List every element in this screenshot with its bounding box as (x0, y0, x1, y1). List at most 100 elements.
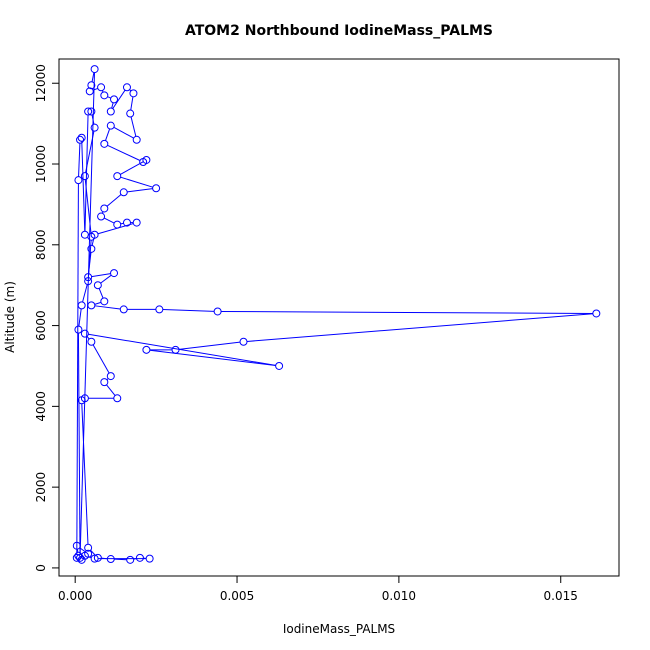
series-segment (127, 188, 153, 193)
data-point (119, 188, 128, 197)
series-segment (77, 333, 81, 555)
y-tick-label: 8000 (34, 230, 48, 261)
series-segment (100, 274, 112, 284)
data-point (87, 337, 96, 346)
x-tick-label: 0.015 (544, 589, 578, 603)
chart-title: ATOM2 Northbound IodineMass_PALMS (185, 23, 493, 39)
data-point (275, 361, 284, 370)
series-segment (91, 72, 95, 82)
series-segment (88, 252, 92, 274)
series-segment (112, 89, 126, 109)
data-point (90, 230, 99, 239)
data-point (142, 345, 151, 354)
series-segment (97, 223, 134, 235)
data-point (84, 273, 93, 282)
data-point (106, 107, 115, 116)
data-point (213, 307, 222, 316)
data-point (132, 135, 141, 144)
y-tick-label: 2000 (34, 472, 48, 503)
data-point (155, 305, 164, 314)
series-segment (113, 126, 134, 139)
series-segment (94, 301, 102, 305)
series-segment (78, 308, 82, 327)
data-point (119, 305, 128, 314)
data-point (100, 139, 109, 148)
series-segment (98, 288, 104, 299)
series-lines (76, 72, 593, 561)
series-segment (120, 161, 144, 175)
data-point (76, 553, 85, 562)
data-point (87, 107, 96, 116)
data-point (142, 155, 151, 164)
data-point (106, 121, 115, 130)
y-tick-label: 4000 (34, 391, 48, 422)
data-point (72, 541, 81, 550)
series-segment (78, 143, 81, 177)
series-segment (114, 558, 127, 561)
data-point (72, 553, 81, 562)
data-point (90, 554, 99, 563)
series-segment (221, 310, 593, 314)
series-segment (111, 102, 114, 109)
data-point (77, 396, 86, 405)
y-axis-label: Altitude (m) (3, 281, 17, 353)
data-point (93, 281, 102, 290)
data-point (129, 89, 138, 98)
data-point (80, 329, 89, 338)
data-point (97, 83, 106, 92)
data-point (87, 301, 96, 310)
data-point (100, 297, 109, 306)
series-segment (94, 305, 121, 310)
data-point (145, 554, 154, 563)
series-segment (130, 116, 137, 137)
series-segment (106, 384, 116, 396)
series-segment (120, 176, 153, 188)
data-point (592, 309, 601, 318)
data-point (90, 123, 99, 132)
data-point (85, 87, 94, 96)
series-segment (81, 141, 86, 232)
data-point (84, 543, 93, 552)
series-segment (79, 72, 96, 555)
data-point (97, 212, 106, 221)
series-segment (178, 341, 241, 350)
x-tick-label: 0.010 (382, 589, 416, 603)
series-segment (130, 96, 134, 111)
data-point (84, 549, 93, 558)
data-point (74, 176, 83, 185)
series-segment (81, 403, 89, 545)
data-point (171, 345, 180, 354)
data-point (90, 65, 99, 74)
y-tick-label: 6000 (34, 310, 48, 341)
y-tick-label: 0 (34, 564, 48, 572)
series-segment (107, 96, 111, 99)
data-point (100, 204, 109, 213)
data-point (87, 244, 96, 253)
data-point (84, 107, 93, 116)
x-axis: 0.000 0.005 0.010 0.015 (58, 575, 578, 603)
y-tick-label: 10000 (34, 145, 48, 183)
series-segment (105, 128, 111, 141)
series-segment (91, 273, 111, 278)
data-point (113, 172, 122, 181)
data-point (106, 372, 115, 381)
series-segment (90, 549, 96, 556)
series-segment (246, 313, 593, 342)
series-segment (86, 336, 90, 340)
data-point (126, 555, 135, 564)
series-segment (76, 549, 79, 553)
data-point (80, 172, 89, 181)
data-point (74, 325, 83, 334)
series-segment (88, 333, 276, 366)
series-segment (162, 309, 215, 312)
series-segment (106, 194, 122, 207)
data-point (110, 269, 119, 278)
data-point (100, 91, 109, 100)
series-segment (149, 349, 276, 367)
series-segment (107, 144, 141, 161)
data-point (87, 81, 96, 90)
data-point (77, 301, 86, 310)
series-segment (92, 87, 98, 91)
data-point (122, 218, 131, 227)
